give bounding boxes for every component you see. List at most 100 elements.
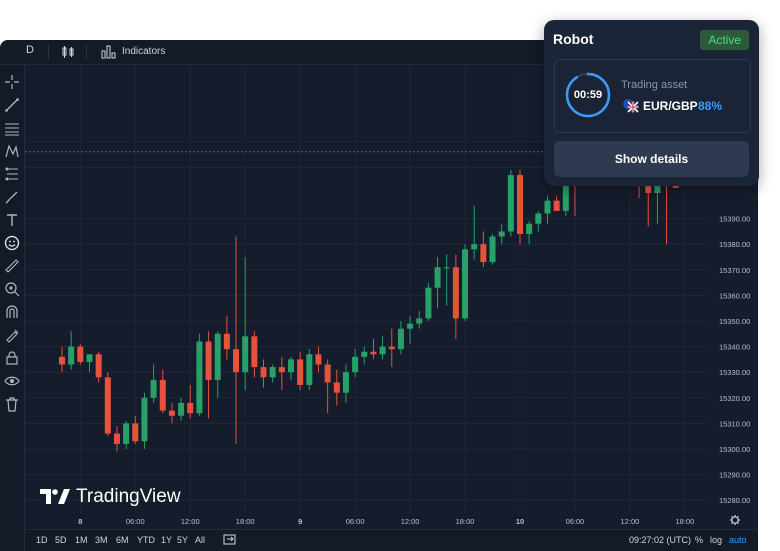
candle[interactable]	[223, 315, 230, 360]
candle[interactable]	[480, 231, 487, 268]
range-ytd[interactable]: YTD	[137, 535, 155, 545]
ruler-icon[interactable]	[3, 257, 21, 275]
candle[interactable]	[352, 349, 359, 378]
text-icon[interactable]	[3, 211, 21, 229]
candle[interactable]	[187, 385, 194, 419]
candle[interactable]	[462, 244, 469, 321]
range-1m[interactable]: 1M	[75, 535, 88, 545]
candle[interactable]	[59, 346, 65, 373]
candle[interactable]	[233, 236, 240, 444]
candle[interactable]	[379, 336, 386, 360]
projection-icon[interactable]	[3, 165, 21, 183]
candle[interactable]	[342, 364, 349, 403]
candle[interactable]	[77, 344, 84, 365]
range-1y[interactable]: 1Y	[161, 535, 173, 545]
auto-toggle[interactable]: auto	[729, 535, 747, 545]
candle[interactable]	[425, 282, 432, 321]
indicators-icon[interactable]	[101, 45, 116, 62]
x-tick-label: 12:00	[621, 517, 640, 526]
candle[interactable]	[178, 397, 185, 421]
range-bar: 1D 5D 1M 3M 6M YTD 1Y 5Y All 09:27:02 (U…	[25, 529, 758, 551]
brush-icon[interactable]	[3, 188, 21, 206]
candle[interactable]	[361, 346, 368, 365]
percent-toggle[interactable]: %	[695, 535, 704, 545]
zoom-in-icon[interactable]	[3, 280, 21, 298]
lock-icon[interactable]	[3, 349, 21, 367]
candle-body	[68, 346, 75, 365]
candle[interactable]	[370, 338, 377, 360]
candle[interactable]	[260, 359, 267, 388]
candle[interactable]	[123, 420, 130, 449]
candle-body	[526, 223, 533, 234]
candle[interactable]	[104, 372, 111, 437]
candle[interactable]	[315, 346, 322, 373]
emoji-icon[interactable]	[3, 234, 21, 252]
candle[interactable]	[278, 356, 285, 391]
candle[interactable]	[443, 254, 450, 306]
range-5y[interactable]: 5Y	[177, 535, 189, 545]
pattern-icon[interactable]	[3, 142, 21, 160]
candle[interactable]	[159, 369, 166, 414]
candle[interactable]	[196, 333, 203, 416]
candle[interactable]	[168, 402, 175, 424]
trash-icon[interactable]	[3, 395, 21, 413]
candle[interactable]	[388, 328, 395, 368]
candle[interactable]	[489, 233, 496, 265]
candle[interactable]	[498, 223, 505, 245]
range-all[interactable]: All	[195, 535, 206, 545]
stay-drawing-icon[interactable]	[3, 326, 21, 344]
candle[interactable]	[526, 221, 533, 245]
range-1d[interactable]: 1D	[36, 535, 48, 545]
range-6m[interactable]: 6M	[116, 535, 129, 545]
range-5d[interactable]: 5D	[55, 535, 67, 545]
candle[interactable]	[242, 257, 249, 391]
candle[interactable]	[452, 254, 459, 339]
candle-body	[443, 267, 450, 269]
candle[interactable]	[68, 331, 75, 370]
trading-asset-card: 00:59 Trading asset EUR/GBP 88%	[554, 59, 751, 133]
candle[interactable]	[205, 331, 212, 419]
chart-settings-icon[interactable]	[730, 515, 740, 525]
interval-selector[interactable]: D	[26, 44, 34, 56]
candle[interactable]	[214, 331, 221, 398]
candle[interactable]	[517, 169, 523, 245]
candle[interactable]	[95, 351, 102, 383]
crosshair-icon[interactable]	[3, 73, 21, 91]
candle[interactable]	[397, 321, 404, 355]
fib-icon[interactable]	[3, 119, 21, 137]
goto-date-icon[interactable]	[223, 533, 237, 549]
candle[interactable]	[306, 349, 313, 391]
payout-percent: 88%	[698, 99, 723, 113]
log-toggle[interactable]: log	[710, 535, 723, 545]
candle[interactable]	[324, 359, 331, 414]
candle[interactable]	[150, 364, 157, 403]
candle[interactable]	[333, 369, 340, 406]
candle[interactable]	[507, 169, 514, 237]
candle[interactable]	[113, 425, 120, 452]
candle[interactable]	[553, 195, 560, 211]
eye-icon[interactable]	[3, 372, 21, 390]
candle[interactable]	[141, 392, 148, 449]
candle[interactable]	[434, 257, 441, 309]
candle[interactable]	[416, 310, 423, 329]
status-badge: Active	[700, 30, 749, 50]
magnet-icon[interactable]	[3, 303, 21, 321]
candle[interactable]	[471, 205, 478, 260]
show-details-button[interactable]: Show details	[554, 141, 749, 177]
candle[interactable]	[535, 210, 542, 232]
candle[interactable]	[407, 315, 414, 345]
candle[interactable]	[544, 195, 551, 224]
utc-clock[interactable]: 09:27:02 (UTC)	[629, 535, 692, 545]
candle[interactable]	[86, 354, 93, 373]
range-3m[interactable]: 3M	[95, 535, 108, 545]
candle[interactable]	[251, 331, 258, 378]
indicators-button[interactable]: Indicators	[122, 46, 166, 57]
candle[interactable]	[288, 356, 294, 380]
candle[interactable]	[132, 415, 139, 444]
trend-line-icon[interactable]	[3, 96, 21, 114]
candle-body	[168, 410, 175, 416]
candle-style-icon[interactable]	[61, 45, 75, 62]
candle[interactable]	[297, 351, 304, 391]
candle-body	[288, 359, 294, 373]
candle[interactable]	[269, 364, 276, 383]
